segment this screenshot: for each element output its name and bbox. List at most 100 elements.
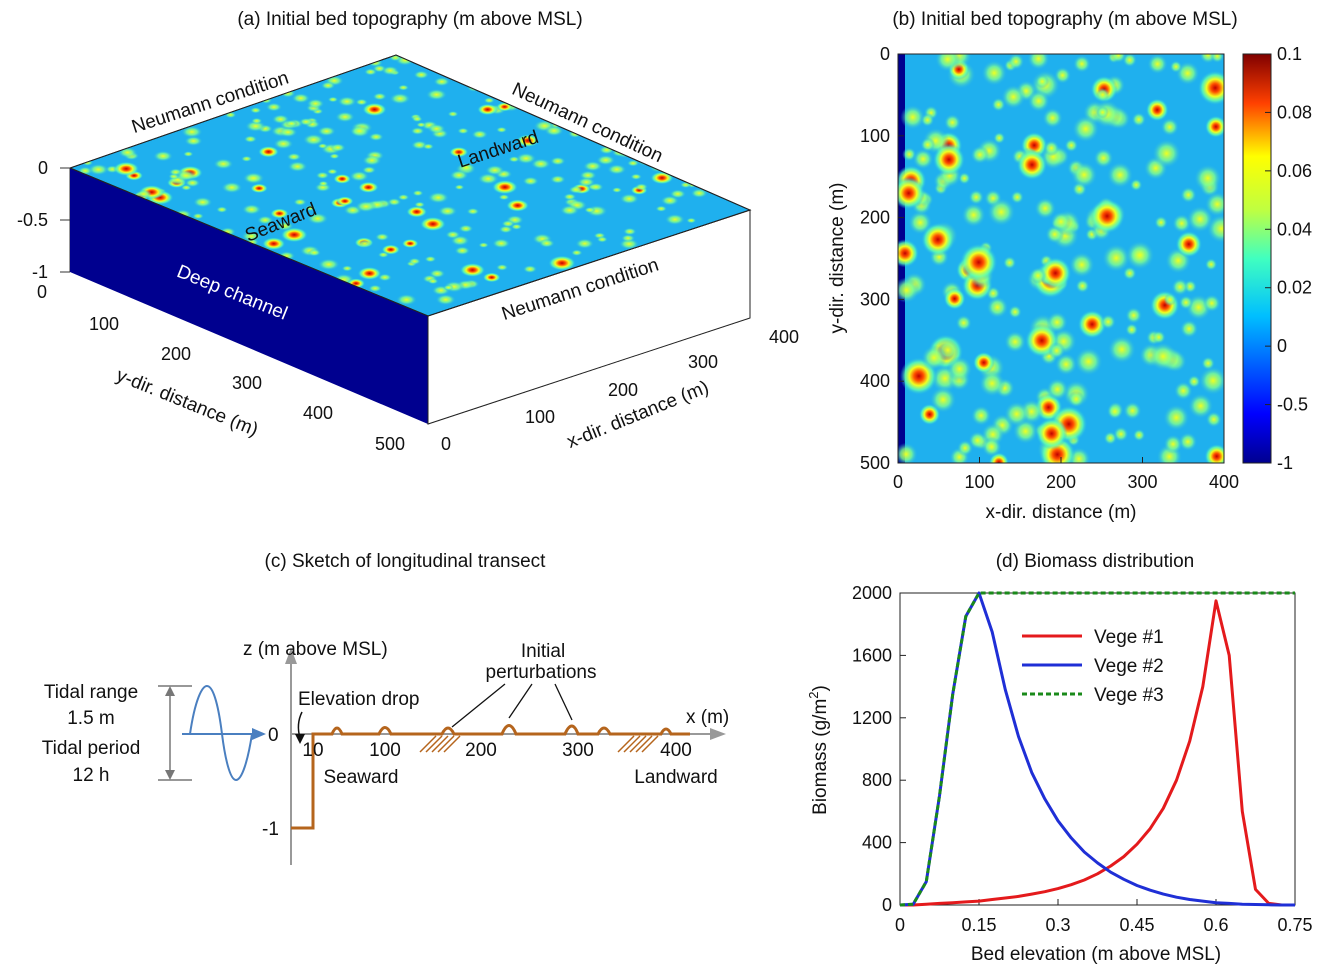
tidal-period-value: 12 h xyxy=(73,765,110,786)
surface-bump xyxy=(336,196,354,206)
ground-hatch-1 xyxy=(419,735,461,753)
heatmap-bump xyxy=(1163,404,1190,431)
z-tick: -0.5 xyxy=(17,210,48,230)
surface-bump xyxy=(153,150,174,162)
heatmap-bump xyxy=(1132,428,1146,442)
x-tick-label: 200 xyxy=(1046,472,1076,492)
x-tick: 100 xyxy=(525,407,555,427)
surface-bump xyxy=(335,111,355,123)
surface-bump xyxy=(454,246,471,256)
surface-bump xyxy=(273,138,294,150)
surface-bump xyxy=(538,238,555,248)
heatmap-bump xyxy=(1201,356,1215,371)
surface-bump xyxy=(483,97,495,104)
heatmap-bump xyxy=(1029,267,1047,284)
y-tick: 300 xyxy=(232,373,262,393)
surface-bump xyxy=(135,189,152,199)
heatmap-bump xyxy=(991,97,1006,112)
x-axis-arrow xyxy=(710,728,726,740)
surface-bump xyxy=(355,200,377,213)
surface-bump xyxy=(287,161,308,172)
surface-bump xyxy=(401,238,419,249)
heatmap-bump xyxy=(898,239,920,268)
surface-bump xyxy=(317,143,329,149)
surface-bump xyxy=(262,237,286,251)
surface-bump xyxy=(317,258,340,271)
colorbar-tick-label: 0.06 xyxy=(1277,161,1312,181)
surface-bump xyxy=(477,103,498,116)
surface-bump xyxy=(368,132,384,142)
heatmap-bump xyxy=(981,436,1002,457)
heatmap-bump xyxy=(1154,215,1168,230)
x-tick-label: 0.6 xyxy=(1203,915,1228,935)
panel-b-ticks: 0 100 200 300 400 0 100 200 300 400 500 xyxy=(860,44,1239,492)
heatmap-bump xyxy=(1106,161,1134,189)
heatmap-bump xyxy=(1178,432,1198,452)
heatmap-bump xyxy=(1171,278,1189,296)
panel-b-title: (b) Initial bed topography (m above MSL) xyxy=(892,9,1237,30)
surface-bump xyxy=(349,170,369,182)
z-tick: -1 xyxy=(32,262,48,282)
y-tick-label: 500 xyxy=(860,453,890,473)
heatmap-bump xyxy=(1178,295,1194,310)
surface-bump xyxy=(570,249,583,256)
heatmap-bump xyxy=(1039,257,1072,290)
surface-bump xyxy=(686,217,697,224)
heatmap-bump xyxy=(943,287,966,310)
heatmap-bump xyxy=(1125,323,1139,337)
surface-bump xyxy=(508,156,520,163)
y-tick: 200 xyxy=(161,344,191,364)
heatmap-bump xyxy=(1204,115,1224,138)
heatmap-bump xyxy=(898,277,920,304)
surface-bump xyxy=(216,206,228,213)
surface-bump xyxy=(449,169,469,181)
surface-bump xyxy=(630,173,642,180)
heatmap-bump xyxy=(1122,54,1137,68)
surface-bump xyxy=(626,159,640,167)
surface-bump xyxy=(491,179,518,195)
heatmap-bump xyxy=(1110,54,1127,63)
surface-bump xyxy=(458,224,474,233)
heatmap-bump xyxy=(1073,55,1091,73)
surface-bump xyxy=(192,212,205,220)
heatmap-bump xyxy=(1048,342,1066,360)
x-tick: 0 xyxy=(441,434,451,454)
surface-bump xyxy=(364,68,378,76)
surface-bump xyxy=(437,205,458,217)
heatmap-bump xyxy=(932,143,966,176)
legend-label: Vege #3 xyxy=(1094,685,1164,706)
surface-bump xyxy=(396,293,417,306)
y-tick: 100 xyxy=(89,314,119,334)
heatmap-bump xyxy=(1205,411,1222,428)
surface-bump xyxy=(317,126,336,137)
plot-frame xyxy=(899,592,1296,906)
heatmap-bump xyxy=(959,243,998,282)
legend-label: Vege #1 xyxy=(1094,627,1164,648)
surface-bump xyxy=(183,151,194,157)
heatmap-bump xyxy=(1046,378,1069,401)
surface-bump xyxy=(302,133,325,146)
surface-bump xyxy=(306,98,325,109)
surface-bump xyxy=(495,264,509,271)
surface-bump xyxy=(482,272,501,283)
panel-a-title: (a) Initial bed topography (m above MSL) xyxy=(237,9,582,30)
z-axis-label: z (m above MSL) xyxy=(243,639,388,660)
tide-arrow xyxy=(252,728,266,740)
transect-profile xyxy=(291,724,690,830)
heatmap-bump xyxy=(1148,342,1178,371)
heatmap-bump xyxy=(1007,54,1025,70)
surface-bump xyxy=(425,88,448,101)
surface-bump xyxy=(397,84,410,91)
surface-bump xyxy=(634,183,649,191)
surface-bump xyxy=(241,204,262,215)
panel-d-ticks: 0 0.15 0.3 0.45 0.6 0.75 0 400 800 1200 1600 2000 xyxy=(852,583,1313,935)
heatmap-bump xyxy=(1123,401,1142,420)
heatmap-bump xyxy=(1043,140,1060,157)
surface-bump xyxy=(362,155,382,166)
heatmap-bump xyxy=(1089,198,1125,234)
panel-d-title: (d) Biomass distribution xyxy=(996,551,1195,572)
surface-bump xyxy=(213,158,234,170)
surface-bump xyxy=(660,195,680,206)
y-tick: 0 xyxy=(37,282,47,302)
surface-bump xyxy=(433,77,451,87)
